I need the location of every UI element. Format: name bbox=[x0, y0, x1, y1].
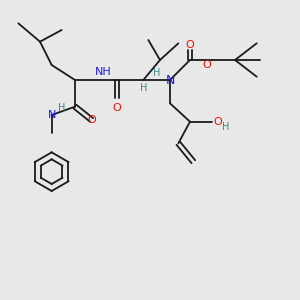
Text: O: O bbox=[213, 117, 222, 127]
Text: N: N bbox=[165, 74, 175, 86]
Text: NH: NH bbox=[95, 67, 112, 77]
Text: H: H bbox=[140, 83, 147, 93]
Text: O: O bbox=[87, 115, 96, 125]
Text: O: O bbox=[202, 60, 211, 70]
Text: H: H bbox=[153, 68, 160, 78]
Text: N: N bbox=[47, 110, 56, 120]
Text: O: O bbox=[112, 103, 121, 113]
Text: O: O bbox=[186, 40, 194, 50]
Text: H: H bbox=[58, 103, 65, 113]
Text: H: H bbox=[222, 122, 230, 132]
